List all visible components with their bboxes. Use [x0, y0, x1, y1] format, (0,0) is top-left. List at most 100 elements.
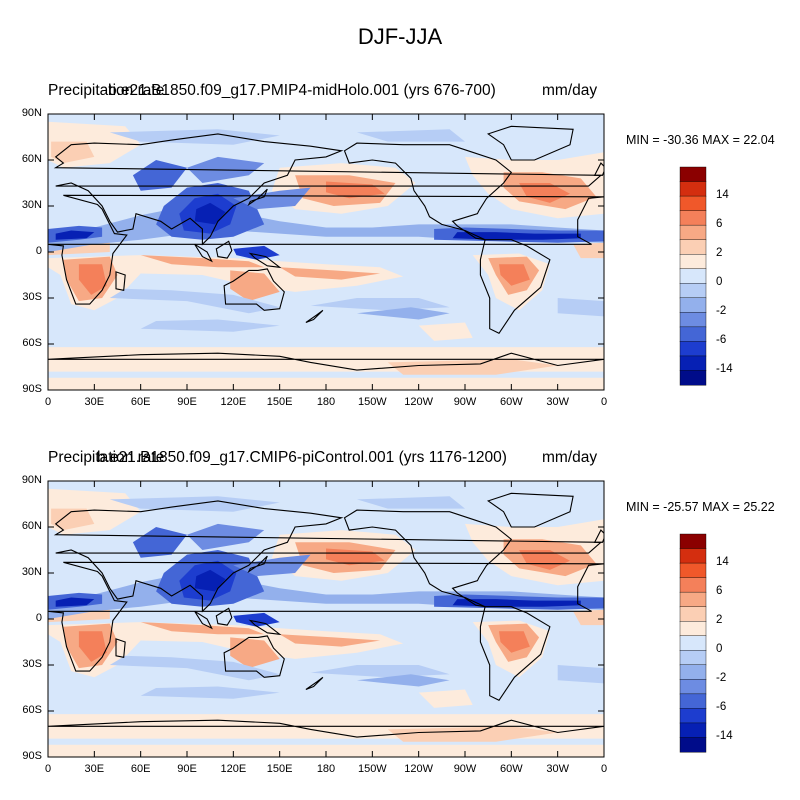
coastline — [48, 561, 604, 672]
lat-tick-label: 60S — [22, 704, 42, 716]
variable-label: Precipitation rate — [48, 449, 165, 466]
anomaly-region — [233, 245, 280, 260]
lon-tick-label: 150W — [357, 763, 387, 775]
lat-tick-label: 0 — [35, 612, 42, 624]
lat-tick-label: 90N — [21, 107, 42, 119]
anomaly-region — [557, 298, 604, 317]
coastline — [194, 610, 213, 630]
lat-tick-label: 30S — [22, 658, 42, 670]
lon-tick-label: 60E — [130, 763, 151, 775]
lat-tick-label: 0 — [35, 245, 42, 257]
lon-tick-label: 0 — [600, 763, 608, 775]
colorbar-swatch — [679, 693, 707, 709]
lon-tick-label: 180 — [316, 396, 336, 408]
lon-tick-label: 60E — [130, 396, 151, 408]
colorbar-swatch — [679, 166, 707, 183]
anomaly-region — [233, 187, 311, 210]
anomaly-region — [499, 631, 530, 653]
coastline — [479, 239, 551, 335]
anomaly-region — [279, 267, 381, 280]
lon-tick-label: 120W — [404, 396, 434, 408]
colorbar-swatch — [679, 341, 707, 357]
anomaly-region — [132, 527, 187, 558]
anomaly-region — [48, 255, 404, 311]
coastline — [194, 243, 213, 263]
anomaly-region — [310, 298, 450, 311]
coastline — [305, 309, 324, 324]
anomaly-region — [418, 322, 473, 341]
coastline — [48, 719, 604, 738]
anomaly-region — [51, 508, 95, 531]
case-label: b.e21.B1850.f09_g17.PMIP4-midHolo.001 (y… — [108, 82, 496, 99]
colorbar-label: -2 — [716, 305, 727, 318]
anomaly-region — [573, 242, 604, 259]
colorbar-label: -14 — [716, 363, 733, 376]
colorbar-label: -6 — [716, 334, 727, 347]
lat-tick-label: 90S — [22, 750, 42, 762]
colorbar-swatch — [679, 312, 707, 328]
coastline — [53, 133, 603, 246]
lon-tick-label: 0 — [44, 763, 52, 775]
coastline — [247, 555, 268, 574]
coastline — [215, 240, 233, 259]
lon-tick-label: 30W — [546, 763, 569, 775]
colorbar-swatch — [679, 548, 707, 564]
lon-tick-label: 60W — [500, 396, 523, 408]
coastlines — [48, 492, 604, 738]
lat-tick-label: 60N — [21, 520, 42, 532]
coastlines — [48, 125, 604, 371]
colorbar-label: 14 — [716, 189, 729, 202]
lat-tick-label: 90S — [22, 383, 42, 395]
anomaly-region — [51, 141, 95, 164]
colorbar-swatch — [679, 722, 707, 738]
anomaly-region — [519, 550, 570, 570]
units-label: mm/day — [542, 449, 598, 466]
coastline — [305, 676, 324, 691]
lon-tick-label: 0 — [600, 396, 608, 408]
colorbar-swatch — [679, 533, 707, 550]
anomaly-region — [573, 609, 604, 626]
anomaly-region — [194, 569, 226, 592]
coastline — [247, 188, 268, 207]
coastline — [53, 500, 603, 613]
colorbar-swatch — [679, 606, 707, 622]
anomaly-region — [55, 230, 95, 240]
coastline — [248, 252, 282, 269]
lon-tick-label: 120E — [220, 396, 247, 408]
lon-tick-label: 150E — [266, 763, 293, 775]
colorbar-swatch — [679, 620, 707, 637]
lon-tick-label: 90E — [177, 763, 197, 775]
coastline — [223, 268, 285, 311]
lon-tick-label: 30E — [84, 763, 105, 775]
anomaly-region — [78, 631, 107, 662]
anomaly-region — [230, 270, 280, 302]
coastline — [248, 619, 282, 636]
anomaly-region — [387, 726, 558, 742]
colorbar-label: -6 — [716, 701, 727, 714]
anomaly-region — [230, 637, 280, 669]
anomaly-region — [78, 264, 107, 295]
coastline — [593, 162, 604, 176]
lon-tick-label: 120W — [404, 763, 434, 775]
colorbar-swatch — [679, 562, 707, 579]
min-max-stats: MIN = -30.36 MAX = 22.04 — [626, 133, 775, 147]
min-max-stats: MIN = -25.57 MAX = 25.22 — [626, 500, 775, 514]
colorbar-label: -2 — [716, 672, 727, 685]
anomaly-region — [48, 622, 404, 678]
coastline — [486, 492, 574, 528]
colorbar — [679, 166, 707, 386]
units-label: mm/day — [542, 82, 598, 99]
figure-title: DJF-JJA — [357, 24, 443, 49]
colorbar-swatch — [679, 253, 707, 270]
colorbar-swatch — [679, 224, 707, 241]
anomaly-region — [418, 689, 473, 708]
map-field — [48, 114, 604, 390]
coastline — [479, 606, 551, 702]
lat-tick-label: 30S — [22, 291, 42, 303]
lon-tick-label: 120E — [220, 763, 247, 775]
anomaly-region — [557, 665, 604, 684]
lon-tick-label: 90W — [453, 763, 477, 775]
colorbar-swatch — [679, 737, 707, 753]
lon-tick-label: 0 — [44, 396, 52, 408]
anomaly-region — [387, 359, 558, 375]
